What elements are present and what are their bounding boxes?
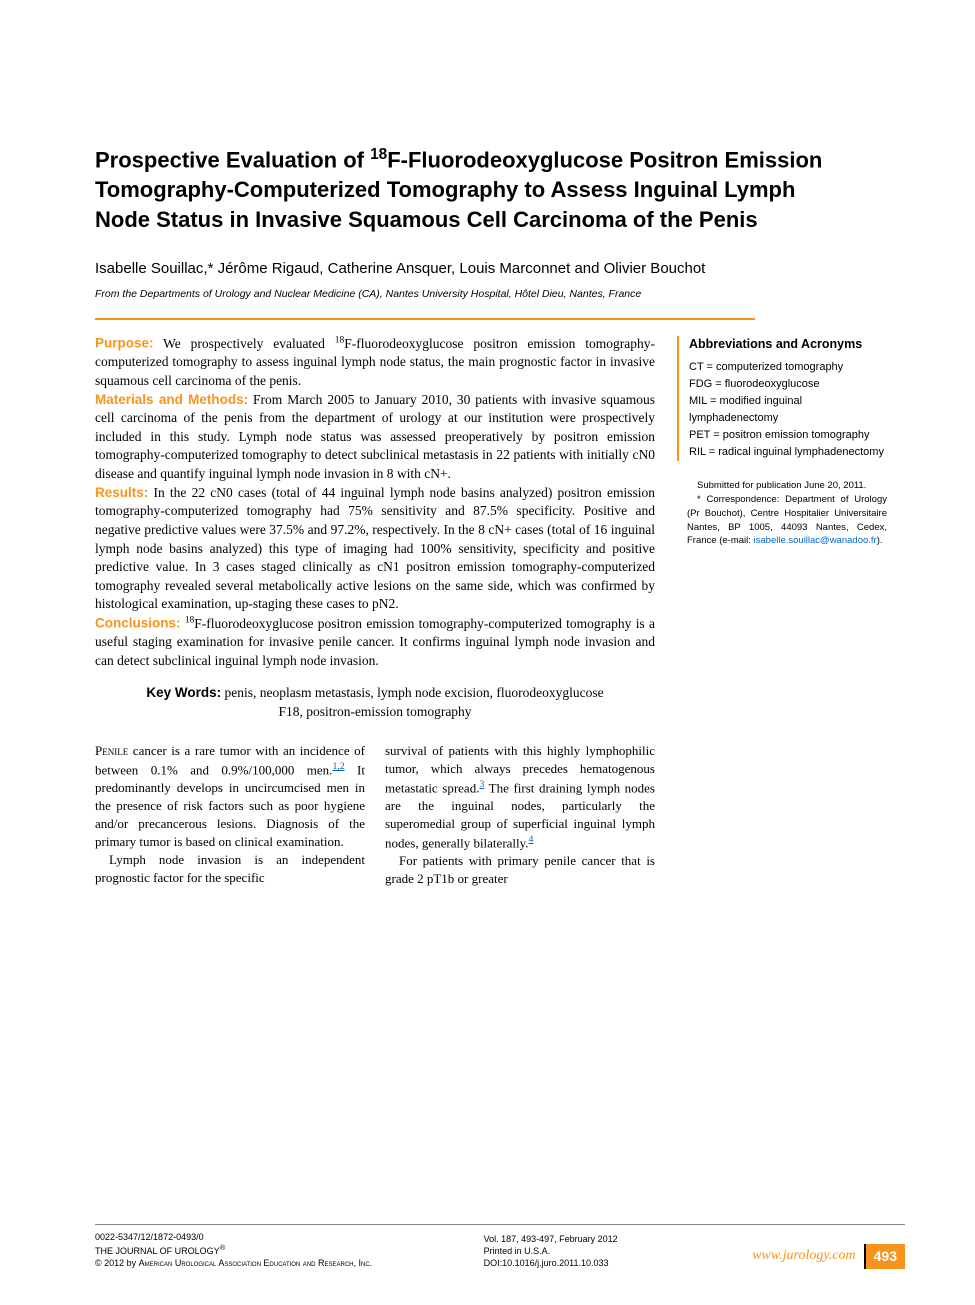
journal-website-link[interactable]: www.jurology.com xyxy=(752,1247,855,1266)
abstract-purpose: Purpose: We prospectively evaluated 18F-… xyxy=(95,334,655,390)
body-column-2: survival of patients with this highly ly… xyxy=(385,742,655,888)
results-text: In the 22 cN0 cases (total of 44 inguina… xyxy=(95,485,655,612)
footer-right: www.jurology.com 493 xyxy=(752,1244,905,1269)
abstract-methods: Materials and Methods: From March 2005 t… xyxy=(95,391,655,484)
sidebar-column: Abbreviations and Acronyms CT = computer… xyxy=(677,334,887,888)
results-label: Results: xyxy=(95,485,148,500)
body-paragraph: Penile cancer is a rare tumor with an in… xyxy=(95,742,365,851)
footer-journal: THE JOURNAL OF UROLOGY® xyxy=(95,1243,435,1257)
page-number: 493 xyxy=(864,1244,905,1269)
affiliation: From the Departments of Urology and Nucl… xyxy=(95,288,755,300)
methods-label: Materials and Methods: xyxy=(95,392,248,407)
body-paragraph: Lymph node invasion is an independent pr… xyxy=(95,851,365,887)
keywords-text: penis, neoplasm metastasis, lymph node e… xyxy=(221,685,603,719)
abbreviations-box: Abbreviations and Acronyms CT = computer… xyxy=(677,336,887,461)
footer-issn: 0022-5347/12/1872-0493/0 xyxy=(95,1231,435,1243)
page-footer: 0022-5347/12/1872-0493/0 THE JOURNAL OF … xyxy=(95,1224,905,1269)
abbrev-item: CT = computerized tomography xyxy=(689,359,887,376)
body-text-columns: Penile cancer is a rare tumor with an in… xyxy=(95,742,655,888)
footer-volume: Vol. 187, 493-497, February 2012 xyxy=(484,1233,704,1245)
footer-printed: Printed in U.S.A. xyxy=(484,1245,704,1257)
keywords: Key Words: penis, neoplasm metastasis, l… xyxy=(95,684,655,722)
abstract: Purpose: We prospectively evaluated 18F-… xyxy=(95,334,655,670)
abbrev-item: MIL = modified inguinal lymphadenectomy xyxy=(689,393,887,427)
keywords-label: Key Words: xyxy=(146,685,221,700)
correspondence-block: Submitted for publication June 20, 2011.… xyxy=(677,479,887,548)
abbreviations-heading: Abbreviations and Acronyms xyxy=(689,336,887,353)
abbrev-item: RIL = radical inguinal lymphadenectomy xyxy=(689,444,887,461)
footer-left: 0022-5347/12/1872-0493/0 THE JOURNAL OF … xyxy=(95,1231,435,1269)
body-paragraph: For patients with primary penile cancer … xyxy=(385,852,655,888)
conclusions-label: Conclusions: xyxy=(95,616,181,631)
authors: Isabelle Souillac,* Jérôme Rigaud, Cathe… xyxy=(95,258,755,280)
submitted-date: Submitted for publication June 20, 2011. xyxy=(687,479,887,493)
correspondence-text: * Correspondence: Department of Urology … xyxy=(687,493,887,548)
divider-rule xyxy=(95,318,755,320)
abstract-results: Results: In the 22 cN0 cases (total of 4… xyxy=(95,484,655,614)
main-content-row: Purpose: We prospectively evaluated 18F-… xyxy=(95,334,905,888)
abbrev-item: PET = positron emission tomography xyxy=(689,427,887,444)
footer-middle: Vol. 187, 493-497, February 2012 Printed… xyxy=(484,1233,704,1269)
article-title: Prospective Evaluation of 18F-Fluorodeox… xyxy=(95,145,835,234)
footer-doi: DOI:10.1016/j.juro.2011.10.033 xyxy=(484,1257,704,1269)
abbrev-item: FDG = fluorodeoxyglucose xyxy=(689,376,887,393)
abstract-column: Purpose: We prospectively evaluated 18F-… xyxy=(95,334,655,888)
body-column-1: Penile cancer is a rare tumor with an in… xyxy=(95,742,365,888)
abstract-conclusions: Conclusions: 18F-fluorodeoxyglucose posi… xyxy=(95,614,655,670)
body-paragraph: survival of patients with this highly ly… xyxy=(385,742,655,852)
footer-copyright: © 2012 by American Urological Associatio… xyxy=(95,1257,435,1269)
purpose-text: We prospectively evaluated 18F-fluorodeo… xyxy=(95,336,655,388)
purpose-label: Purpose: xyxy=(95,336,154,351)
